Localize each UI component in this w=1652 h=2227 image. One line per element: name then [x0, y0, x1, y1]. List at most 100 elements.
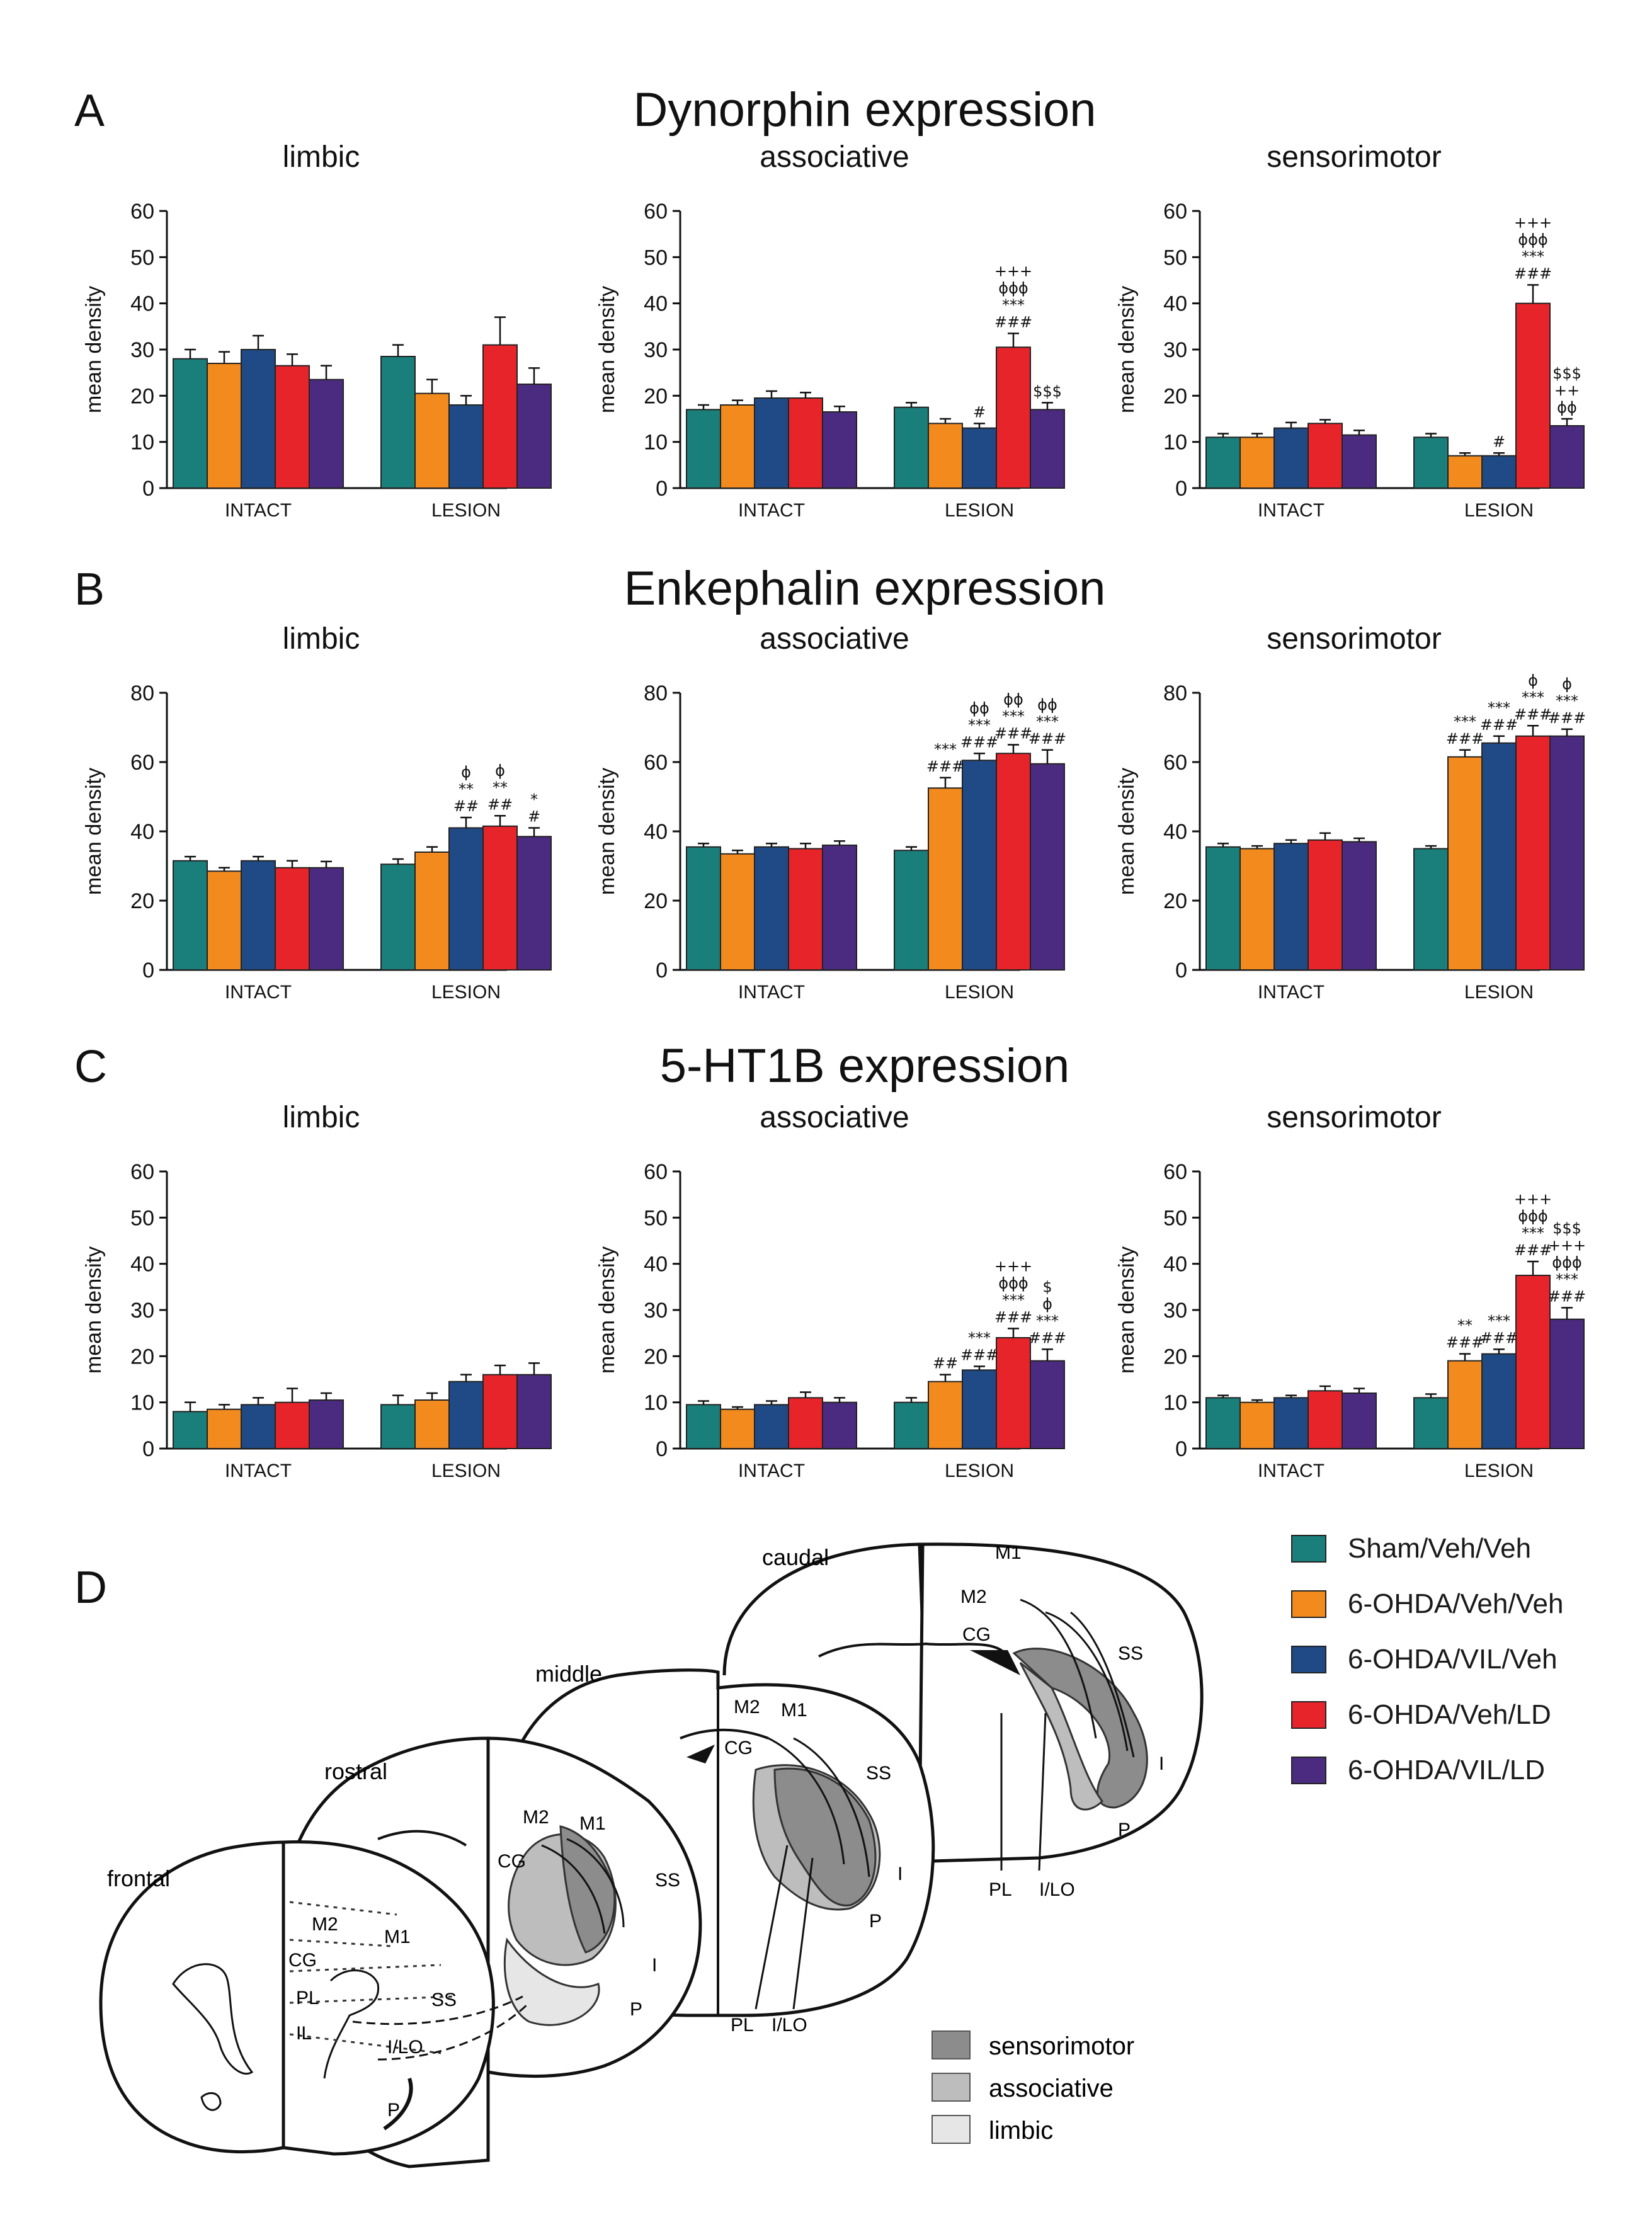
significance-label: ##	[453, 797, 479, 815]
bar	[1239, 1401, 1275, 1450]
x-category-label: LESION	[1464, 1461, 1534, 1481]
y-tick-label: 80	[130, 681, 154, 705]
y-tick-label: 30	[130, 338, 154, 362]
bar	[207, 1408, 242, 1450]
bar	[1413, 436, 1449, 489]
bar	[1273, 843, 1309, 971]
frontal-label-p: P	[387, 2100, 400, 2121]
bar	[996, 753, 1031, 971]
bar	[894, 1401, 929, 1450]
label-middle: middle	[535, 1661, 602, 1687]
y-axis-label: mean density	[1115, 1246, 1139, 1374]
x-category-label: INTACT	[225, 982, 292, 1003]
significance-label: ###	[1028, 1329, 1066, 1347]
y-tick-label: 50	[130, 246, 154, 270]
legend-swatch	[1291, 1590, 1326, 1618]
panel-title-c: 5-HT1B expression	[660, 1039, 1070, 1093]
significance-label: $$$	[1552, 365, 1581, 382]
significance-label: ***	[1036, 713, 1059, 731]
bar	[414, 1399, 450, 1449]
bar	[380, 356, 416, 489]
bar	[1549, 735, 1585, 971]
rostral-label-m1: M1	[579, 1813, 606, 1834]
legend-item: Sham/Veh/Veh	[1291, 1521, 1563, 1576]
bar	[788, 1397, 823, 1449]
significance-label: #	[1493, 433, 1505, 450]
legend-label: 6-OHDA/Veh/LD	[1348, 1699, 1551, 1730]
bar	[448, 827, 484, 971]
rostral-label-cg: CG	[498, 1851, 526, 1872]
bar	[241, 860, 276, 971]
frontal-label-cg: CG	[288, 1950, 317, 1971]
subplot-title: sensorimotor	[1267, 622, 1441, 656]
x-category-label: LESION	[945, 1461, 1014, 1481]
rostral-label-i: I	[652, 1955, 657, 1976]
caudal-label-m1: M1	[995, 1542, 1022, 1563]
bar	[754, 1404, 789, 1449]
bar	[448, 1381, 484, 1450]
bar	[996, 1337, 1031, 1449]
middle-label-ilo: I/LO	[772, 2015, 807, 2036]
bar	[686, 846, 721, 971]
significance-label: ϕ	[495, 761, 505, 779]
bar	[1481, 455, 1517, 489]
zone-swatch-sensorimotor	[931, 2030, 971, 2059]
frontal-label-ss: SS	[431, 1990, 457, 2010]
rostral-label-m2: M2	[523, 1807, 549, 1828]
bar	[1342, 1393, 1377, 1449]
caudal-label-m2: M2	[960, 1586, 987, 1607]
middle-label-m2: M2	[734, 1697, 760, 1717]
bar	[275, 1401, 310, 1450]
legend-item: 6-OHDA/Veh/Veh	[1291, 1576, 1563, 1632]
bar	[1307, 1390, 1343, 1449]
y-tick-label: 60	[644, 200, 668, 224]
bar	[1239, 848, 1275, 971]
significance-label: ###	[1480, 1329, 1518, 1347]
bar	[482, 1374, 518, 1450]
y-tick-label: 30	[1163, 338, 1187, 362]
y-tick-label: 40	[1163, 292, 1187, 316]
significance-label: $	[1042, 1278, 1052, 1296]
bar	[1447, 455, 1483, 489]
chart-a-associative: associative mean density 0 10 20 30 40 50 60 INTA…	[595, 140, 1065, 521]
chart-a-sensorimotor: sensorimotor mean density 0 10 20 30 40 50 60 INT…	[1115, 140, 1585, 521]
significance-label: ***	[968, 716, 991, 734]
y-tick-label: 20	[644, 384, 668, 408]
middle-label-m1: M1	[781, 1700, 807, 1721]
x-category-label: LESION	[945, 500, 1014, 521]
y-axis-label: mean density	[595, 1246, 619, 1374]
caudal-label-ilo: I/LO	[1039, 1879, 1075, 1900]
y-tick-label: 30	[130, 1299, 154, 1323]
bar	[1205, 846, 1241, 971]
legend-item: 6-OHDA/VIL/Veh	[1291, 1632, 1563, 1687]
y-tick-label: 60	[1163, 200, 1187, 224]
zone-swatch-associative	[931, 2073, 971, 2102]
legend-swatch	[1291, 1701, 1326, 1729]
panel-letter-c: C	[74, 1042, 107, 1092]
x-category-label: LESION	[1464, 500, 1534, 521]
significance-label: ***	[1488, 1312, 1510, 1330]
bar	[928, 787, 963, 971]
bar	[720, 853, 755, 971]
panel-title-b: Enkephalin expression	[624, 562, 1106, 615]
y-tick-label: 40	[644, 292, 668, 316]
significance-label: ***	[1454, 713, 1476, 731]
bar	[720, 1408, 755, 1450]
y-tick-label: 0	[142, 1437, 154, 1461]
y-tick-label: 40	[644, 1253, 668, 1277]
significance-label: ϕϕϕ	[1518, 231, 1548, 248]
y-axis-label: mean density	[1115, 286, 1139, 413]
significance-label: +++	[994, 262, 1032, 280]
panel-letter-a: A	[74, 86, 105, 136]
bar	[414, 852, 450, 971]
bar	[962, 760, 997, 971]
bar	[482, 344, 518, 489]
y-tick-label: 0	[656, 959, 668, 982]
y-tick-label: 0	[142, 959, 154, 982]
subplot-title: limbic	[283, 140, 360, 174]
significance-label: ϕϕϕ	[1552, 1253, 1582, 1271]
bar	[380, 863, 416, 971]
bar	[1481, 742, 1517, 971]
bar	[1030, 763, 1065, 971]
